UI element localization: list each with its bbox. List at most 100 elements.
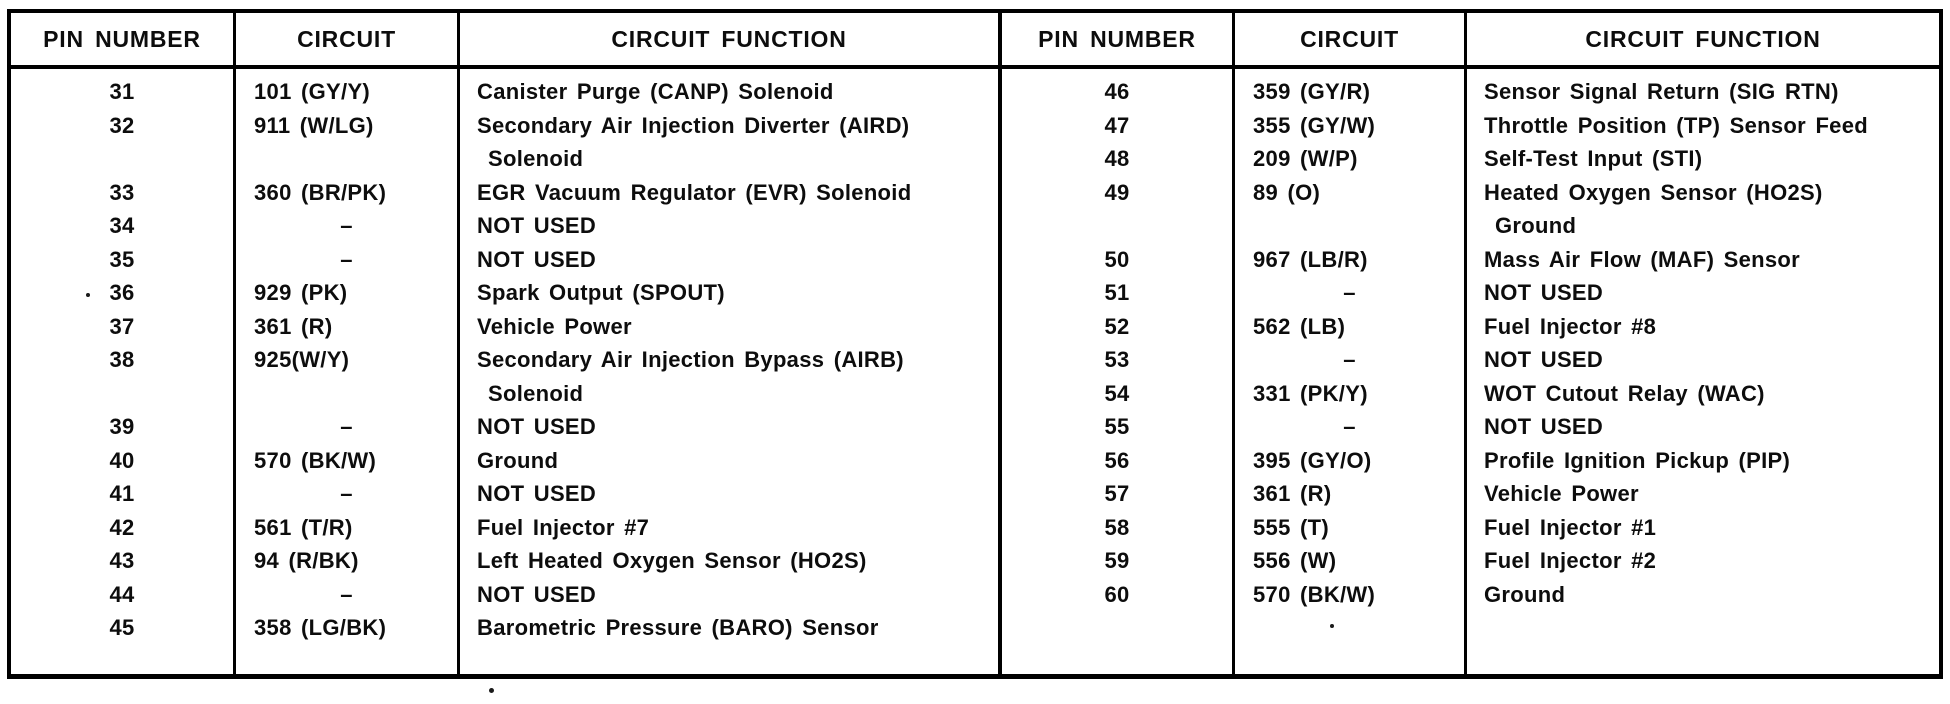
circuit-function-cell: Solenoid bbox=[488, 380, 584, 406]
circuit-cell: 929 (PK) bbox=[254, 280, 348, 305]
circuit-cell: 361 (R) bbox=[254, 313, 333, 339]
circuit-cell bbox=[236, 377, 457, 411]
circuit-function-cell: Heated Oxygen Sensor (HO2S) bbox=[1484, 179, 1823, 205]
pin-number-cell: 36 bbox=[109, 280, 135, 305]
circuit-function-cell: Throttle Position (TP) Sensor Feed bbox=[1484, 112, 1868, 138]
circuit-cell: 360 (BR/PK) bbox=[254, 179, 387, 205]
pin-number-cell: 35 bbox=[109, 246, 135, 272]
circuit-cell: – bbox=[340, 581, 353, 607]
circuit-function-cell: Ground bbox=[477, 447, 559, 473]
circuit-cell: – bbox=[340, 213, 353, 238]
circuit-cell: 358 (LG/BK) bbox=[254, 615, 387, 640]
circuit-cell: 94 (R/BK) bbox=[254, 548, 359, 573]
pin-number-cell: 52 bbox=[1104, 313, 1130, 339]
circuit-cell: 101 (GY/Y) bbox=[254, 79, 371, 104]
column-header-pin-number: PIN NUMBER bbox=[11, 13, 233, 69]
circuit-function-column: Canister Purge (CANP) Solenoid Secondary … bbox=[457, 69, 998, 674]
pin-number-cell: 53 bbox=[1104, 347, 1130, 372]
pin-number-cell: 44 bbox=[109, 581, 135, 607]
circuit-function-cell: NOT USED bbox=[477, 414, 597, 439]
circuit-cell bbox=[236, 142, 457, 176]
circuit-cell: 359 (GY/R) bbox=[1253, 79, 1371, 104]
pin-number-cell: 38 bbox=[109, 347, 135, 372]
circuit-function-cell: Ground bbox=[1484, 581, 1566, 607]
pin-number-cell: 42 bbox=[109, 514, 135, 540]
pin-number-cell: 60 bbox=[1104, 581, 1130, 607]
circuit-column: 101 (GY/Y) 911 (W/LG) 360 (BR/PK) – – 929 (PK… bbox=[233, 69, 457, 674]
circuit-function-cell: NOT USED bbox=[1484, 280, 1604, 305]
circuit-cell: 570 (BK/W) bbox=[1253, 581, 1376, 607]
pin-number-cell: 56 bbox=[1104, 447, 1130, 473]
circuit-cell: 395 (GY/O) bbox=[1253, 447, 1372, 473]
circuit-cell: 562 (LB) bbox=[1253, 313, 1346, 339]
scan-artifact-dot bbox=[86, 293, 90, 297]
circuit-function-cell: Secondary Air Injection Bypass (AIRB) bbox=[477, 347, 904, 372]
pin-number-cell: 40 bbox=[109, 447, 135, 473]
pin-number-cell: 43 bbox=[109, 548, 135, 573]
circuit-function-cell: NOT USED bbox=[477, 213, 597, 238]
circuit-function-cell: Secondary Air Injection Diverter (AIRD) bbox=[477, 112, 910, 138]
pin-number-cell: 54 bbox=[1104, 380, 1130, 406]
circuit-function-cell: NOT USED bbox=[477, 481, 597, 506]
pin-number-cell: 58 bbox=[1104, 514, 1130, 540]
circuit-cell: 355 (GY/W) bbox=[1253, 112, 1376, 138]
pin-number-cell: 59 bbox=[1104, 548, 1130, 573]
circuit-function-cell: Solenoid bbox=[488, 146, 584, 171]
pin-number-cell: 49 bbox=[1104, 179, 1130, 205]
circuit-function-cell: Spark Output (SPOUT) bbox=[477, 280, 725, 305]
circuit-cell: – bbox=[1343, 347, 1356, 372]
circuit-function-cell: NOT USED bbox=[477, 581, 597, 607]
column-header-pin-number: PIN NUMBER bbox=[1002, 13, 1232, 69]
circuit-function-cell: WOT Cutout Relay (WAC) bbox=[1484, 380, 1765, 406]
circuit-cell: 89 (O) bbox=[1253, 179, 1321, 205]
circuit-cell: 570 (BK/W) bbox=[254, 447, 377, 473]
circuit-function-cell: NOT USED bbox=[1484, 414, 1604, 439]
circuit-function-cell: Fuel Injector #2 bbox=[1484, 548, 1657, 573]
pin-number-cell: 41 bbox=[109, 481, 135, 506]
circuit-function-cell: Barometric Pressure (BARO) Sensor bbox=[477, 615, 879, 640]
pin-number-cell: 55 bbox=[1104, 414, 1130, 439]
column-header-circuit: CIRCUIT bbox=[1232, 13, 1464, 69]
circuit-function-cell: Fuel Injector #7 bbox=[477, 514, 650, 540]
scan-artifact-dot bbox=[489, 688, 494, 693]
circuit-function-cell: Sensor Signal Return (SIG RTN) bbox=[1484, 79, 1839, 104]
circuit-function-cell: Profile Ignition Pickup (PIP) bbox=[1484, 447, 1791, 473]
circuit-function-cell: EGR Vacuum Regulator (EVR) Solenoid bbox=[477, 179, 912, 205]
circuit-cell: – bbox=[1343, 414, 1356, 439]
pin-number-cell bbox=[11, 377, 233, 411]
circuit-function-cell: Ground bbox=[1495, 213, 1577, 238]
circuit-cell: 911 (W/LG) bbox=[254, 112, 374, 138]
pin-number-cell: 32 bbox=[109, 112, 135, 138]
pin-number-cell: 39 bbox=[109, 414, 135, 439]
circuit-cell: 361 (R) bbox=[1253, 481, 1332, 506]
circuit-cell: 967 (LB/R) bbox=[1253, 246, 1368, 272]
circuit-cell: – bbox=[340, 481, 353, 506]
circuit-cell: 331 (PK/Y) bbox=[1253, 380, 1368, 406]
circuit-column: 359 (GY/R) 355 (GY/W) 209 (W/P) 89 (O) 967 (… bbox=[1232, 69, 1464, 674]
pin-number-cell: 51 bbox=[1104, 280, 1130, 305]
circuit-function-cell: Fuel Injector #8 bbox=[1484, 313, 1657, 339]
circuit-cell: – bbox=[340, 246, 353, 272]
circuit-function-cell: Vehicle Power bbox=[477, 313, 632, 339]
column-header-circuit-function: CIRCUIT FUNCTION bbox=[1464, 13, 1939, 69]
pinout-table: PIN NUMBER CIRCUIT CIRCUIT FUNCTION 31 32… bbox=[7, 9, 1943, 679]
circuit-function-cell: Left Heated Oxygen Sensor (HO2S) bbox=[477, 548, 867, 573]
pin-number-cell: 47 bbox=[1104, 112, 1130, 138]
column-header-circuit: CIRCUIT bbox=[233, 13, 457, 69]
scan-artifact-dot bbox=[1330, 624, 1334, 628]
pin-number-cell: 46 bbox=[1104, 79, 1130, 104]
circuit-cell bbox=[1235, 209, 1464, 243]
circuit-function-cell: Fuel Injector #1 bbox=[1484, 514, 1657, 540]
circuit-cell: 556 (W) bbox=[1253, 548, 1337, 573]
pin-number-cell: 31 bbox=[109, 79, 135, 104]
pin-number-cell bbox=[11, 142, 233, 176]
circuit-function-column: Sensor Signal Return (SIG RTN) Throttle P… bbox=[1464, 69, 1939, 674]
pin-number-column: 46 47 48 49 50 51 52 53 54 55 56 57 58 59 60 bbox=[1002, 69, 1232, 674]
circuit-cell: 925(W/Y) bbox=[254, 347, 350, 372]
pin-number-cell bbox=[1002, 209, 1232, 243]
circuit-function-cell: Canister Purge (CANP) Solenoid bbox=[477, 79, 834, 104]
circuit-cell: 561 (T/R) bbox=[254, 514, 353, 540]
pin-number-cell: 34 bbox=[109, 213, 135, 238]
circuit-cell: 209 (W/P) bbox=[1253, 146, 1358, 171]
